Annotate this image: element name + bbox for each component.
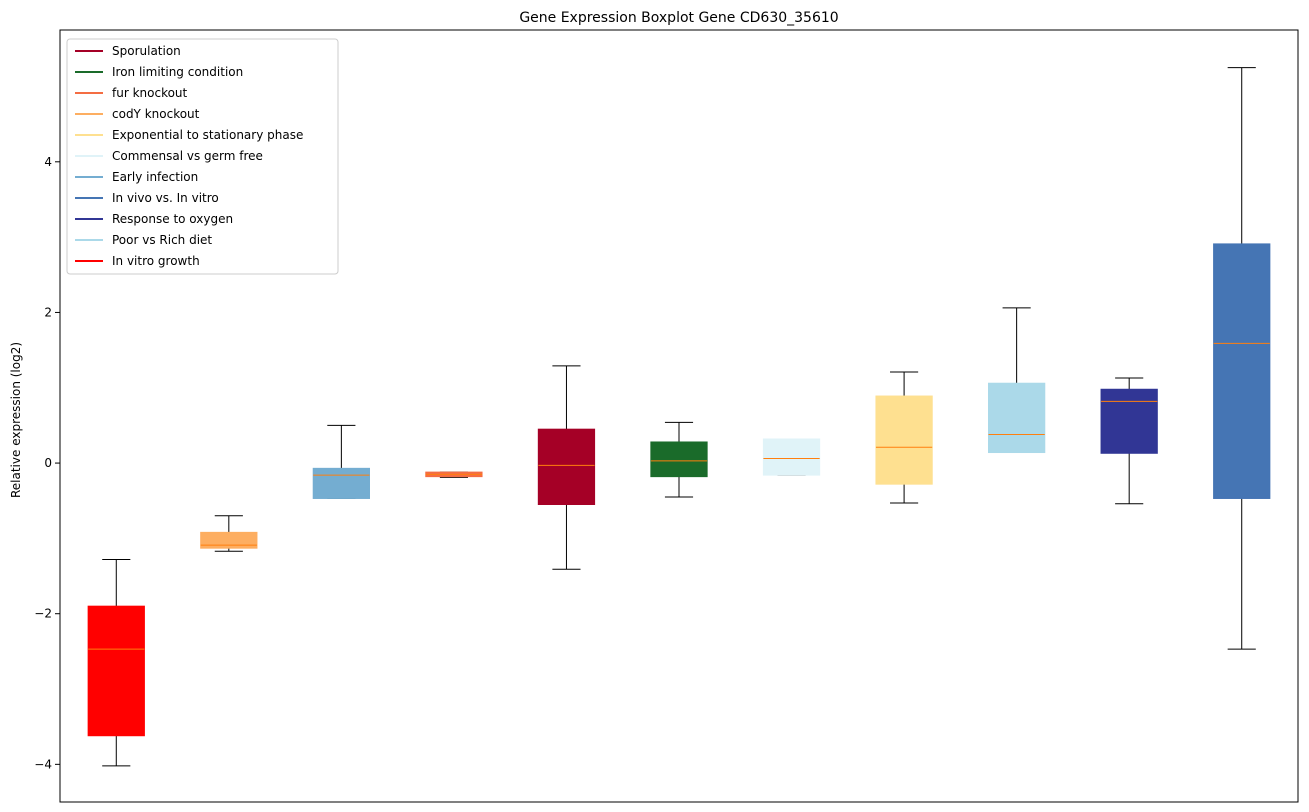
y-tick-label: −4 bbox=[34, 757, 52, 771]
box-body bbox=[200, 531, 258, 549]
legend-label: fur knockout bbox=[112, 86, 188, 100]
box-body bbox=[762, 438, 821, 476]
box-body bbox=[875, 395, 933, 485]
box-11 bbox=[1213, 67, 1271, 650]
y-tick-label: 4 bbox=[44, 155, 52, 169]
box-3 bbox=[312, 424, 370, 499]
box-5 bbox=[537, 365, 596, 570]
legend-label: Commensal vs germ free bbox=[112, 149, 263, 163]
plot-area bbox=[87, 67, 1271, 767]
box-body bbox=[650, 441, 708, 478]
box-body bbox=[312, 467, 370, 499]
legend-label: In vitro growth bbox=[112, 254, 200, 268]
legend-box bbox=[66, 38, 339, 275]
legend-label: Exponential to stationary phase bbox=[112, 128, 303, 142]
legend-label: Early infection bbox=[112, 170, 198, 184]
box-body bbox=[537, 428, 596, 505]
legend-label: codY knockout bbox=[112, 107, 200, 121]
box-6 bbox=[650, 421, 708, 498]
y-axis: −4 −2 0 2 4 bbox=[34, 155, 60, 771]
box-1 bbox=[87, 558, 145, 767]
chart-title: Gene Expression Boxplot Gene CD630_35610 bbox=[519, 10, 838, 26]
box-body bbox=[1100, 388, 1158, 454]
box-9 bbox=[988, 307, 1046, 454]
y-tick-label: −2 bbox=[34, 607, 52, 621]
legend-label: In vivo vs. In vitro bbox=[112, 191, 219, 205]
box-2 bbox=[200, 515, 258, 552]
box-body bbox=[988, 382, 1046, 454]
box-7 bbox=[762, 438, 821, 476]
legend-label: Iron limiting condition bbox=[112, 65, 243, 79]
box-body bbox=[1213, 243, 1271, 499]
y-tick-label: 2 bbox=[44, 305, 52, 319]
box-4 bbox=[425, 471, 483, 478]
box-8 bbox=[875, 371, 933, 504]
legend-label: Sporulation bbox=[112, 44, 181, 58]
y-axis-label: Relative expression (log2) bbox=[9, 342, 23, 498]
box-body bbox=[87, 605, 145, 737]
legend-label: Response to oxygen bbox=[112, 212, 233, 226]
legend-label: Poor vs Rich diet bbox=[112, 233, 212, 247]
legend: Sporulation Iron limiting condition fur kn… bbox=[66, 38, 339, 275]
box-10 bbox=[1100, 377, 1158, 505]
y-tick-label: 0 bbox=[44, 456, 52, 470]
axes-frame bbox=[59, 29, 1299, 803]
